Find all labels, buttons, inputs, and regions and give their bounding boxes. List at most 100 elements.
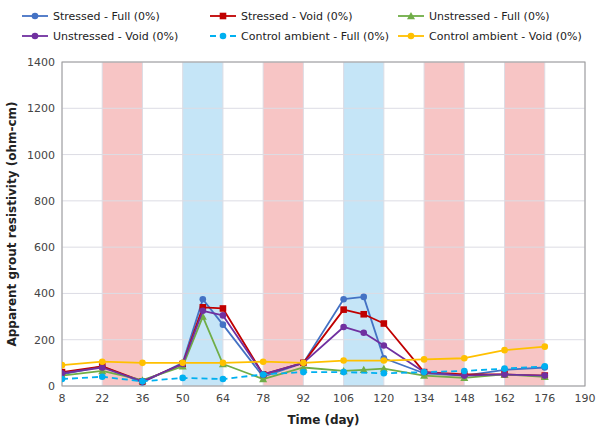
y-tick-label: 1200 [27,102,55,115]
grid-line [343,62,344,386]
grid-line [222,62,223,386]
point [99,373,106,380]
y-axis-label: Apparent grout resistivity (ohm-cm) [5,101,19,346]
grid-line [303,62,304,386]
grid-line [263,62,264,386]
legend-item: Unstressed - Full (0%) [398,10,550,23]
grid-line [62,247,585,248]
series-line [62,307,545,381]
point [541,373,549,380]
x-tick-label: 78 [256,392,270,405]
series [62,363,548,385]
legend: Stressed - Full (0%) Stressed - Void (0%)… [22,10,582,43]
legend-marker [220,13,227,20]
x-tick-label: 64 [216,392,230,405]
point [421,369,428,376]
series-line [62,311,545,382]
x-tick-label: 134 [414,392,435,405]
grid-line [182,62,183,386]
x-tick-label: 36 [135,392,149,405]
point [340,296,347,303]
x-tick-label: 106 [333,392,354,405]
point [360,294,367,301]
y-tick-label: 1000 [27,149,55,162]
plot-frame [62,62,585,386]
point [340,369,347,376]
grid-line [62,200,585,201]
point [541,372,548,379]
y-tick-label: 400 [34,287,55,300]
point [541,363,548,370]
series [62,307,548,384]
point [381,320,388,327]
series-line [62,366,545,381]
point [219,360,227,367]
point [179,360,186,367]
grid-line [424,62,425,386]
x-axis-label: Time (day) [287,413,359,427]
point [139,360,146,367]
point [99,358,106,365]
grid-line [102,62,103,386]
point [340,324,347,331]
point [501,365,508,372]
point [360,311,367,318]
y-tick-label: 1400 [27,56,55,69]
legend-item: Unstressed - Void (0%) [22,30,178,43]
shading-region [102,62,142,386]
series-group [62,294,549,386]
x-tick-label: 50 [176,392,190,405]
grid-line [62,108,585,109]
legend-label: Control ambient - Void (0%) [429,30,582,43]
legend-marker [220,33,227,40]
point [381,357,388,364]
x-tick-label: 190 [575,392,596,405]
y-tick-label: 600 [34,241,55,254]
legend-label: Stressed - Void (0%) [241,10,353,23]
point [99,364,106,371]
point [340,357,347,364]
point [62,370,65,377]
y-tick-label: 200 [34,334,55,347]
legend-label: Unstressed - Full (0%) [429,10,550,23]
point [381,342,388,349]
point [220,360,227,367]
x-tick-label: 22 [95,392,109,405]
grid-line [142,62,143,386]
series [62,343,548,368]
x-tick-label: 176 [534,392,555,405]
point [220,321,227,328]
series-line [62,297,545,383]
shading-region [424,62,464,386]
point [200,296,207,303]
x-tick-label: 120 [373,392,394,405]
point [300,360,307,367]
point [541,343,548,350]
chart: 0200400600800100012001400822365064789210… [0,0,600,436]
point [139,378,146,385]
point [260,371,267,378]
point [62,376,65,383]
shading-region [183,62,223,386]
shading-region [263,62,303,386]
point [461,355,468,362]
grid-line [62,154,585,155]
point [421,369,428,376]
x-tick-label: 162 [494,392,515,405]
legend-marker [407,12,415,19]
point [340,306,347,313]
legend-label: Control ambient - Full (0%) [241,30,389,43]
point [421,356,428,363]
x-tick-label: 8 [59,392,66,405]
grid-line [383,62,384,386]
point [62,362,65,369]
point [220,312,227,319]
point [501,347,508,354]
grid-line [62,339,585,340]
legend-item: Stressed - Full (0%) [22,10,160,23]
legend-item: Stressed - Void (0%) [210,10,353,23]
legend-item: Control ambient - Full (0%) [210,30,389,43]
grid [62,62,585,386]
series [62,304,548,385]
point [421,369,428,376]
